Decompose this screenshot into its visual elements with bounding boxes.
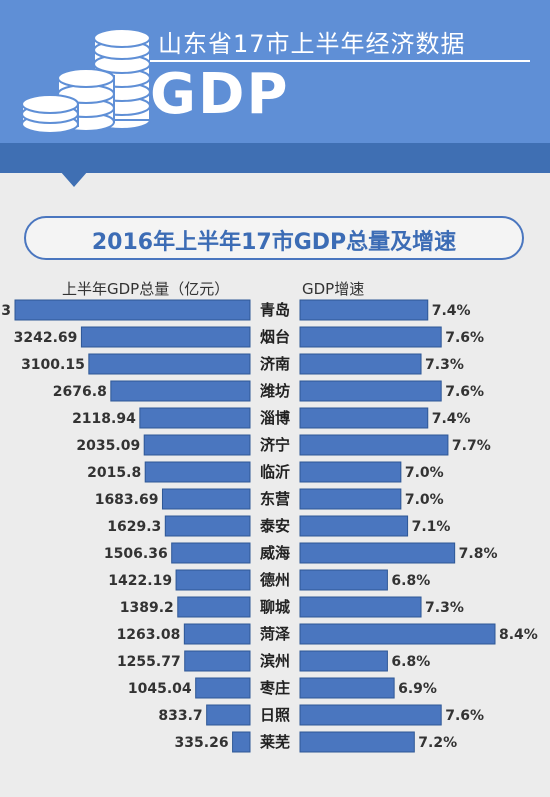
- gdp-total-label: 3100.15: [21, 357, 85, 373]
- city-label: 济南: [260, 355, 290, 373]
- gdp-growth-bar: [299, 677, 395, 699]
- gdp-growth-label: 8.4%: [499, 627, 538, 643]
- gdp-total-bar: [110, 380, 251, 402]
- city-label: 莱芜: [260, 733, 290, 751]
- gdp-growth-label: 6.8%: [391, 654, 430, 670]
- gdp-growth-bar: [299, 704, 442, 726]
- gdp-total-label: 2035.09: [76, 438, 140, 454]
- gdp-total-bar: [14, 299, 251, 321]
- gdp-growth-bar: [299, 407, 429, 429]
- gdp-growth-label: 6.9%: [398, 681, 437, 697]
- gdp-growth-bar: [299, 380, 442, 402]
- city-label: 滨州: [260, 652, 290, 670]
- gdp-growth-bar: [299, 515, 409, 537]
- gdp-total-label: 1422.19: [108, 573, 172, 589]
- city-label: 威海: [260, 544, 290, 562]
- gdp-growth-bar: [299, 299, 429, 321]
- gdp-growth-label: 7.7%: [452, 438, 491, 454]
- city-label: 菏泽: [260, 625, 290, 643]
- gdp-growth-bar: [299, 542, 456, 564]
- gdp-growth-bar: [299, 731, 415, 753]
- gdp-total-bar: [232, 731, 251, 753]
- gdp-growth-bar: [299, 434, 449, 456]
- gdp-total-bar: [175, 569, 251, 591]
- city-label: 东营: [260, 490, 290, 508]
- gdp-growth-bar: [299, 650, 388, 672]
- gdp-growth-bar: [299, 488, 402, 510]
- coin-stack-icon: [21, 28, 151, 134]
- gdp-total-label: 335.26: [175, 735, 229, 751]
- gdp-total-bar: [144, 461, 251, 483]
- gdp-total-label: 1389.2: [120, 600, 174, 616]
- gdp-growth-label: 7.0%: [405, 465, 444, 481]
- gdp-total-bar: [139, 407, 251, 429]
- gdp-growth-column-header: GDP增速: [302, 280, 365, 298]
- gdp-total-label: 2676.8: [53, 384, 107, 400]
- gdp-total-bar: [183, 623, 251, 645]
- city-label: 烟台: [260, 328, 290, 346]
- gdp-growth-label: 7.2%: [418, 735, 457, 751]
- gdp-total-label: 833.7: [158, 708, 202, 724]
- city-label: 济宁: [260, 436, 290, 454]
- gdp-growth-label: 7.6%: [445, 330, 484, 346]
- gdp-growth-label: 7.0%: [405, 492, 444, 508]
- gdp-growth-bar: [299, 326, 442, 348]
- gdp-growth-label: 7.1%: [412, 519, 451, 535]
- gdp-total-bar: [88, 353, 251, 375]
- gdp-total-bar: [143, 434, 251, 456]
- gdp-growth-label: 7.4%: [432, 303, 471, 319]
- header-title: GDP: [150, 62, 290, 127]
- gdp-total-label: 1045.04: [128, 681, 192, 697]
- city-label: 淄博: [260, 409, 290, 427]
- gdp-growth-label: 7.3%: [425, 357, 464, 373]
- gdp-growth-label: 7.3%: [425, 600, 464, 616]
- gdp-total-label: 2015.8: [87, 465, 141, 481]
- gdp-growth-bar: [299, 461, 402, 483]
- gdp-growth-label: 6.8%: [391, 573, 430, 589]
- gdp-total-bar: [177, 596, 251, 618]
- header-notch: [60, 171, 88, 187]
- header-subtitle: 山东省17市上半年经济数据: [158, 30, 466, 58]
- gdp-growth-bar: [299, 596, 422, 618]
- gdp-total-bar: [164, 515, 251, 537]
- gdp-total-label: 1506.36: [104, 546, 168, 562]
- gdp-growth-bar: [299, 623, 496, 645]
- city-label: 枣庄: [259, 679, 290, 697]
- gdp-total-label: 1683.69: [95, 492, 159, 508]
- gdp-total-bar: [171, 542, 251, 564]
- gdp-total-label: 2118.94: [72, 411, 136, 427]
- chart-title: 2016年上半年17市GDP总量及增速: [91, 230, 457, 255]
- chart-title-pill: 2016年上半年17市GDP总量及增速: [24, 216, 524, 260]
- gdp-total-bar: [184, 650, 251, 672]
- gdp-total-bar: [161, 488, 251, 510]
- city-label: 泰安: [259, 517, 290, 535]
- gdp-total-column-header: 上半年GDP总量（亿元）: [62, 280, 230, 298]
- gdp-total-label: 3242.69: [14, 330, 78, 346]
- gdp-total-label: 1255.77: [117, 654, 181, 670]
- header-divider: [150, 60, 530, 62]
- header-band: [0, 143, 550, 173]
- gdp-total-label: 1629.3: [107, 519, 161, 535]
- gdp-growth-label: 7.8%: [459, 546, 498, 562]
- gdp-total-label: 1263.08: [117, 627, 181, 643]
- city-label: 德州: [260, 571, 290, 589]
- city-label: 临沂: [260, 463, 290, 481]
- city-label: 青岛: [260, 301, 290, 319]
- gdp-total-bar: [195, 677, 251, 699]
- city-label: 潍坊: [260, 382, 290, 400]
- gdp-total-bar: [80, 326, 251, 348]
- gdp-total-bar: [206, 704, 251, 726]
- gdp-growth-label: 7.6%: [445, 384, 484, 400]
- city-label: 聊城: [260, 598, 290, 616]
- gdp-total-label: 4520.3: [0, 303, 11, 319]
- gdp-growth-label: 7.6%: [445, 708, 484, 724]
- gdp-growth-label: 7.4%: [432, 411, 471, 427]
- gdp-growth-bar: [299, 569, 388, 591]
- city-label: 日照: [260, 706, 290, 724]
- gdp-growth-bar: [299, 353, 422, 375]
